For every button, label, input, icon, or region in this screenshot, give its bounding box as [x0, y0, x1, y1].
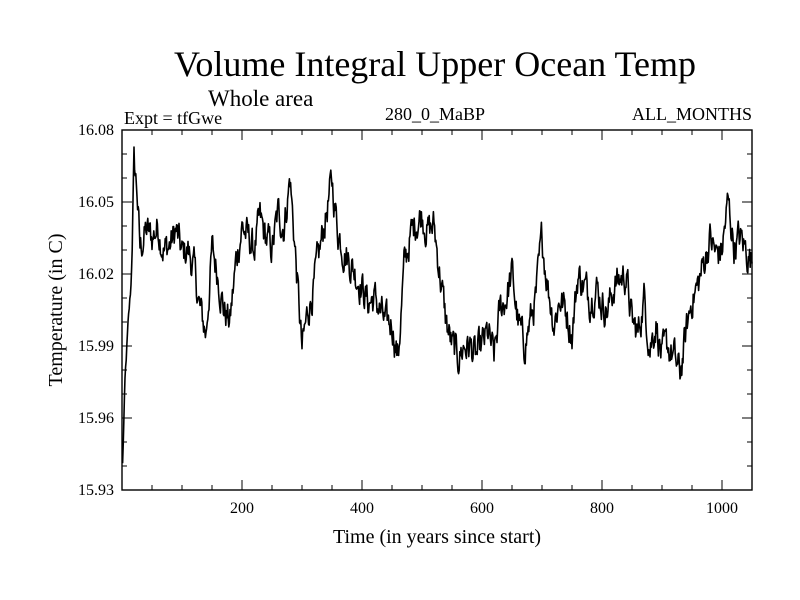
- x-tick-label: 400: [350, 500, 374, 517]
- y-axis-label: Temperature (in C): [45, 234, 67, 387]
- season-label: ALL_MONTHS: [632, 104, 752, 124]
- y-tick-label: 15.93: [78, 482, 114, 499]
- series-line: [121, 146, 753, 464]
- y-tick-label: 15.99: [78, 338, 114, 355]
- x-tick-label: 200: [230, 500, 254, 517]
- x-axis-label: Time (in years since start): [333, 526, 541, 548]
- chart-subtitle: Whole area: [208, 86, 314, 111]
- axis-ticks: [122, 130, 752, 490]
- tick-labels: 200 400 600 800 1000 15.93 15.96 15.99 16.02 16.0…: [78, 122, 738, 517]
- plot-frame: [121, 129, 753, 491]
- x-tick-label: 800: [590, 500, 614, 517]
- y-tick-label: 16.05: [78, 194, 114, 211]
- y-tick-label: 16.08: [78, 122, 114, 139]
- chart-title: Volume Integral Upper Ocean Temp: [174, 44, 696, 84]
- experiment-label: Expt = tfGwe: [124, 108, 223, 128]
- y-tick-label: 16.02: [78, 266, 114, 283]
- x-tick-label: 1000: [706, 500, 738, 517]
- y-tick-label: 15.96: [78, 410, 114, 427]
- x-tick-label: 600: [470, 500, 494, 517]
- period-label: 280_0_MaBP: [385, 104, 486, 124]
